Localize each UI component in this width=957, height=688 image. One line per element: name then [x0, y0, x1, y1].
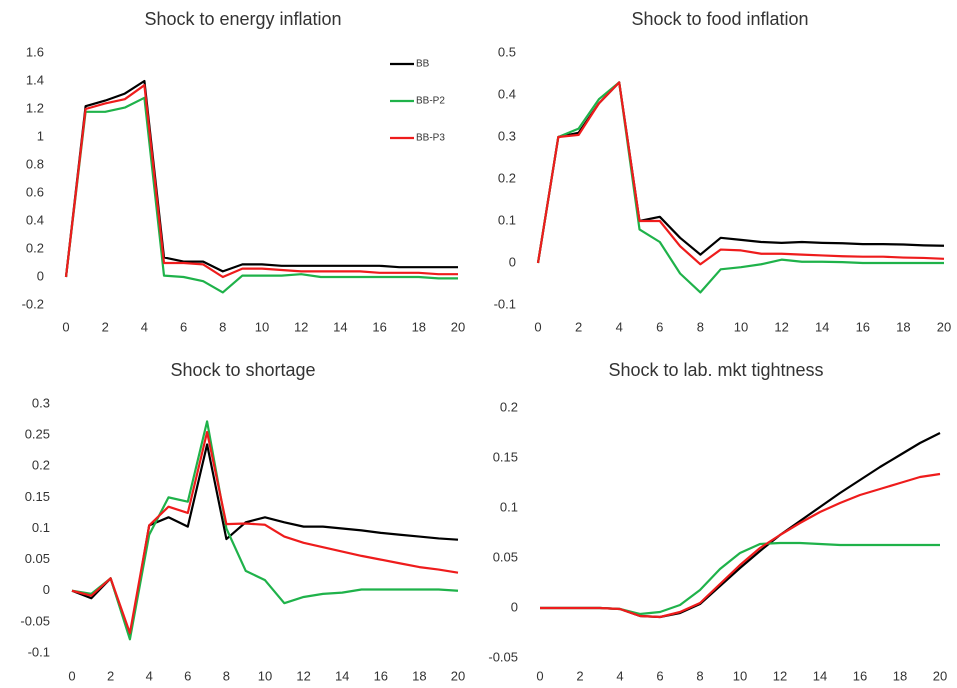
- x-tick-label: 10: [255, 319, 269, 334]
- y-tick-label: 0.05: [493, 549, 518, 564]
- x-tick-label: 6: [656, 668, 663, 683]
- series-line: [71, 430, 459, 635]
- y-tick-label: -0.2: [22, 296, 44, 311]
- x-tick-label: 4: [141, 319, 148, 334]
- y-tick-label: 0.1: [498, 212, 516, 227]
- x-tick-label: 20: [933, 668, 947, 683]
- x-tick-label: 14: [813, 668, 827, 683]
- y-tick-label: 1.6: [26, 44, 44, 59]
- x-tick-label: 12: [296, 668, 310, 683]
- x-tick-label: 16: [372, 319, 386, 334]
- y-tick-label: 0: [509, 254, 516, 269]
- y-tick-label: 1.2: [26, 100, 44, 115]
- series-line: [71, 420, 459, 641]
- y-tick-label: -0.05: [488, 649, 518, 664]
- x-tick-label: 8: [219, 319, 226, 334]
- y-tick-label: 1.4: [26, 72, 44, 87]
- x-tick-label: 16: [374, 668, 388, 683]
- x-tick-label: 20: [937, 319, 951, 334]
- series-line: [64, 79, 458, 278]
- x-tick-label: 8: [696, 668, 703, 683]
- y-tick-label: 1: [37, 128, 44, 143]
- x-tick-label: 2: [102, 319, 109, 334]
- series-line: [536, 81, 945, 266]
- x-tick-label: 6: [184, 668, 191, 683]
- x-tick-label: 14: [333, 319, 347, 334]
- x-tick-label: 18: [896, 319, 910, 334]
- y-tick-label: -0.1: [28, 644, 50, 659]
- y-tick-label: 0: [37, 268, 44, 283]
- x-tick-label: 0: [534, 319, 541, 334]
- x-tick-label: 0: [62, 319, 69, 334]
- x-tick-label: 10: [733, 668, 747, 683]
- y-tick-label: 0.3: [32, 395, 50, 410]
- x-tick-label: 10: [734, 319, 748, 334]
- x-tick-label: 14: [335, 668, 349, 683]
- y-tick-label: 0.2: [32, 458, 50, 473]
- x-tick-label: 0: [68, 668, 75, 683]
- y-tick-label: 0.5: [498, 44, 516, 59]
- x-tick-label: 2: [576, 668, 583, 683]
- y-tick-label: 0.2: [498, 170, 516, 185]
- x-tick-label: 2: [575, 319, 582, 334]
- x-tick-label: 12: [774, 319, 788, 334]
- y-tick-label: 0: [511, 599, 518, 614]
- x-tick-label: 6: [656, 319, 663, 334]
- legend-label: BB-P3: [416, 133, 445, 144]
- x-tick-label: 8: [223, 668, 230, 683]
- y-tick-label: 0.2: [500, 399, 518, 414]
- x-tick-label: 20: [451, 319, 465, 334]
- y-tick-label: -0.1: [494, 296, 516, 311]
- x-tick-label: 18: [412, 668, 426, 683]
- legend-label: BB-P2: [416, 96, 445, 107]
- x-tick-label: 18: [412, 319, 426, 334]
- x-tick-label: 4: [146, 668, 153, 683]
- x-tick-label: 0: [536, 668, 543, 683]
- y-tick-label: 0.4: [26, 212, 44, 227]
- x-tick-label: 12: [773, 668, 787, 683]
- x-tick-label: 16: [853, 668, 867, 683]
- y-tick-label: -0.05: [20, 613, 50, 628]
- chart-title: Shock to shortage: [170, 360, 315, 380]
- y-tick-label: 0.15: [493, 449, 518, 464]
- x-tick-label: 4: [616, 668, 623, 683]
- y-tick-label: 0.2: [26, 240, 44, 255]
- x-tick-label: 4: [616, 319, 623, 334]
- y-tick-label: 0.3: [498, 128, 516, 143]
- series-line: [540, 432, 941, 619]
- y-tick-label: 0.1: [32, 520, 50, 535]
- y-tick-label: 0.15: [25, 489, 50, 504]
- y-tick-label: 0.05: [25, 551, 50, 566]
- x-tick-label: 18: [893, 668, 907, 683]
- chart-title: Shock to lab. mkt tightness: [608, 360, 823, 380]
- chart-title: Shock to food inflation: [631, 9, 808, 29]
- x-tick-label: 14: [815, 319, 829, 334]
- series-line: [536, 81, 944, 294]
- x-tick-label: 12: [294, 319, 308, 334]
- series-line: [64, 84, 458, 279]
- series-line: [64, 96, 458, 294]
- series-line: [536, 81, 945, 264]
- x-tick-label: 16: [856, 319, 870, 334]
- x-tick-label: 10: [258, 668, 272, 683]
- legend-label: BB: [416, 59, 430, 70]
- chart-title: Shock to energy inflation: [144, 9, 341, 29]
- y-tick-label: 0: [43, 582, 50, 597]
- y-tick-label: 0.6: [26, 184, 44, 199]
- x-tick-label: 6: [180, 319, 187, 334]
- x-tick-label: 2: [107, 668, 114, 683]
- y-tick-label: 0.1: [500, 499, 518, 514]
- series-line: [71, 443, 459, 639]
- series-line: [540, 541, 940, 616]
- y-tick-label: 0.4: [498, 86, 516, 101]
- series-line: [540, 472, 941, 619]
- x-tick-label: 20: [451, 668, 465, 683]
- y-tick-label: 0.25: [25, 427, 50, 442]
- x-tick-label: 8: [697, 319, 704, 334]
- y-tick-label: 0.8: [26, 156, 44, 171]
